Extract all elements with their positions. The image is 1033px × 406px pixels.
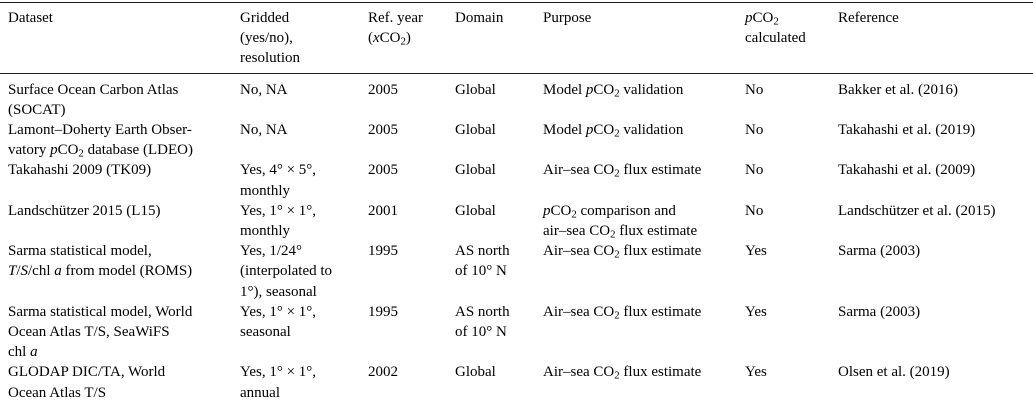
cell-pco2-calculated: No xyxy=(745,162,764,179)
cell-reference: Takahashi et al. (2009) xyxy=(838,162,976,179)
cell-pco2-calculated: Yes xyxy=(745,243,767,260)
cell-pco2-calculated: No xyxy=(745,122,764,139)
cell-purpose: pCO2 comparison and air–sea CO2 flux esti… xyxy=(543,202,698,241)
table-row: Sarma statistical model, World Ocean Atla… xyxy=(0,302,1033,363)
table-row: Takahashi 2009 (TK09) Yes, 4° × 5°, monthl… xyxy=(0,160,1033,200)
cell-dataset: Takahashi 2009 (TK09) xyxy=(8,162,152,179)
cell-purpose: Model pCO2 validation xyxy=(543,122,684,140)
cell-gridded: Yes, 1° × 1°, monthly xyxy=(240,202,317,240)
col-header-purpose: Purpose xyxy=(543,2,745,74)
cell-dataset: Surface Ocean Carbon Atlas (SOCAT) xyxy=(8,81,179,118)
cell-domain: Global xyxy=(455,202,496,219)
cell-domain: AS north of 10° N xyxy=(455,243,510,280)
col-header-gridded: Gridded (yes/no), resolution xyxy=(240,2,368,74)
cell-reference: Landschützer et al. (2015) xyxy=(838,202,996,219)
cell-dataset: Sarma statistical model, T/S/chl a from m… xyxy=(8,243,193,280)
cell-reference: Sarma (2003) xyxy=(838,243,921,260)
cell-purpose: Air–sea CO2 flux estimate xyxy=(543,243,702,261)
cell-dataset: Lamont–Doherty Earth Obser-vatory pCO2 d… xyxy=(8,122,193,160)
table-row: GLODAP DIC/TA, World Ocean Atlas T/S Yes, … xyxy=(0,362,1033,406)
cell-purpose: Air–sea CO2 flux estimate xyxy=(543,364,702,383)
cell-ref-year: 2005 xyxy=(368,162,398,179)
cell-gridded: Yes, 1/24° (interpolated to 1°), seasonal xyxy=(240,243,333,300)
table-body: Surface Ocean Carbon Atlas (SOCAT) No, NA 2… xyxy=(0,73,1033,406)
col-header-ref-year: Ref. year (xCO2) xyxy=(368,2,455,74)
cell-purpose: Air–sea CO2 flux estimate xyxy=(543,162,702,180)
cell-purpose: Air–sea CO2 flux estimate xyxy=(543,303,702,322)
cell-dataset: Landschützer 2015 (L15) xyxy=(8,202,161,219)
cell-pco2-calculated: No xyxy=(745,81,764,98)
cell-ref-year: 2001 xyxy=(368,202,398,219)
cell-domain: AS north of 10° N xyxy=(455,303,510,341)
cell-ref-year: 2002 xyxy=(368,364,398,381)
table-row: Surface Ocean Carbon Atlas (SOCAT) No, NA 2… xyxy=(0,73,1033,120)
cell-gridded: Yes, 1° × 1°, seasonal xyxy=(240,303,317,341)
col-header-domain: Domain xyxy=(455,2,543,74)
cell-dataset: GLODAP DIC/TA, World Ocean Atlas T/S xyxy=(8,364,166,401)
cell-gridded: No, NA xyxy=(240,81,288,98)
cell-ref-year: 1995 xyxy=(368,303,398,320)
cell-pco2-calculated: Yes xyxy=(745,303,767,320)
col-header-reference: Reference xyxy=(838,2,1033,74)
cell-pco2-calculated: Yes xyxy=(745,364,767,381)
table-row: Sarma statistical model, T/S/chl a from m… xyxy=(0,241,1033,302)
header-row: Dataset Gridded (yes/no), resolution Ref. … xyxy=(0,2,1033,74)
cell-domain: Global xyxy=(455,364,496,381)
cell-purpose: Model pCO2 validation xyxy=(543,81,684,100)
cell-reference: Bakker et al. (2016) xyxy=(838,81,958,98)
cell-reference: Olsen et al. (2019) xyxy=(838,364,950,381)
cell-ref-year: 2005 xyxy=(368,122,398,139)
cell-domain: Global xyxy=(455,162,496,179)
cell-gridded: Yes, 1° × 1°, annual xyxy=(240,364,317,401)
cell-ref-year: 1995 xyxy=(368,243,398,260)
table-row: Lamont–Doherty Earth Obser-vatory pCO2 d… xyxy=(0,120,1033,160)
table-row: Landschützer 2015 (L15) Yes, 1° × 1°, mont… xyxy=(0,201,1033,241)
cell-dataset: Sarma statistical model, World Ocean Atla… xyxy=(8,303,193,361)
cell-ref-year: 2005 xyxy=(368,81,398,98)
cell-domain: Global xyxy=(455,81,496,98)
cell-pco2-calculated: No xyxy=(745,202,764,219)
cell-reference: Takahashi et al. (2019) xyxy=(838,122,976,139)
cell-reference: Sarma (2003) xyxy=(838,303,921,320)
col-header-dataset: Dataset xyxy=(0,2,240,74)
cell-gridded: No, NA xyxy=(240,122,288,139)
cell-gridded: Yes, 4° × 5°, monthly xyxy=(240,162,317,199)
cell-domain: Global xyxy=(455,122,496,139)
col-header-pco2-calculated: pCO2 calculated xyxy=(745,2,838,74)
